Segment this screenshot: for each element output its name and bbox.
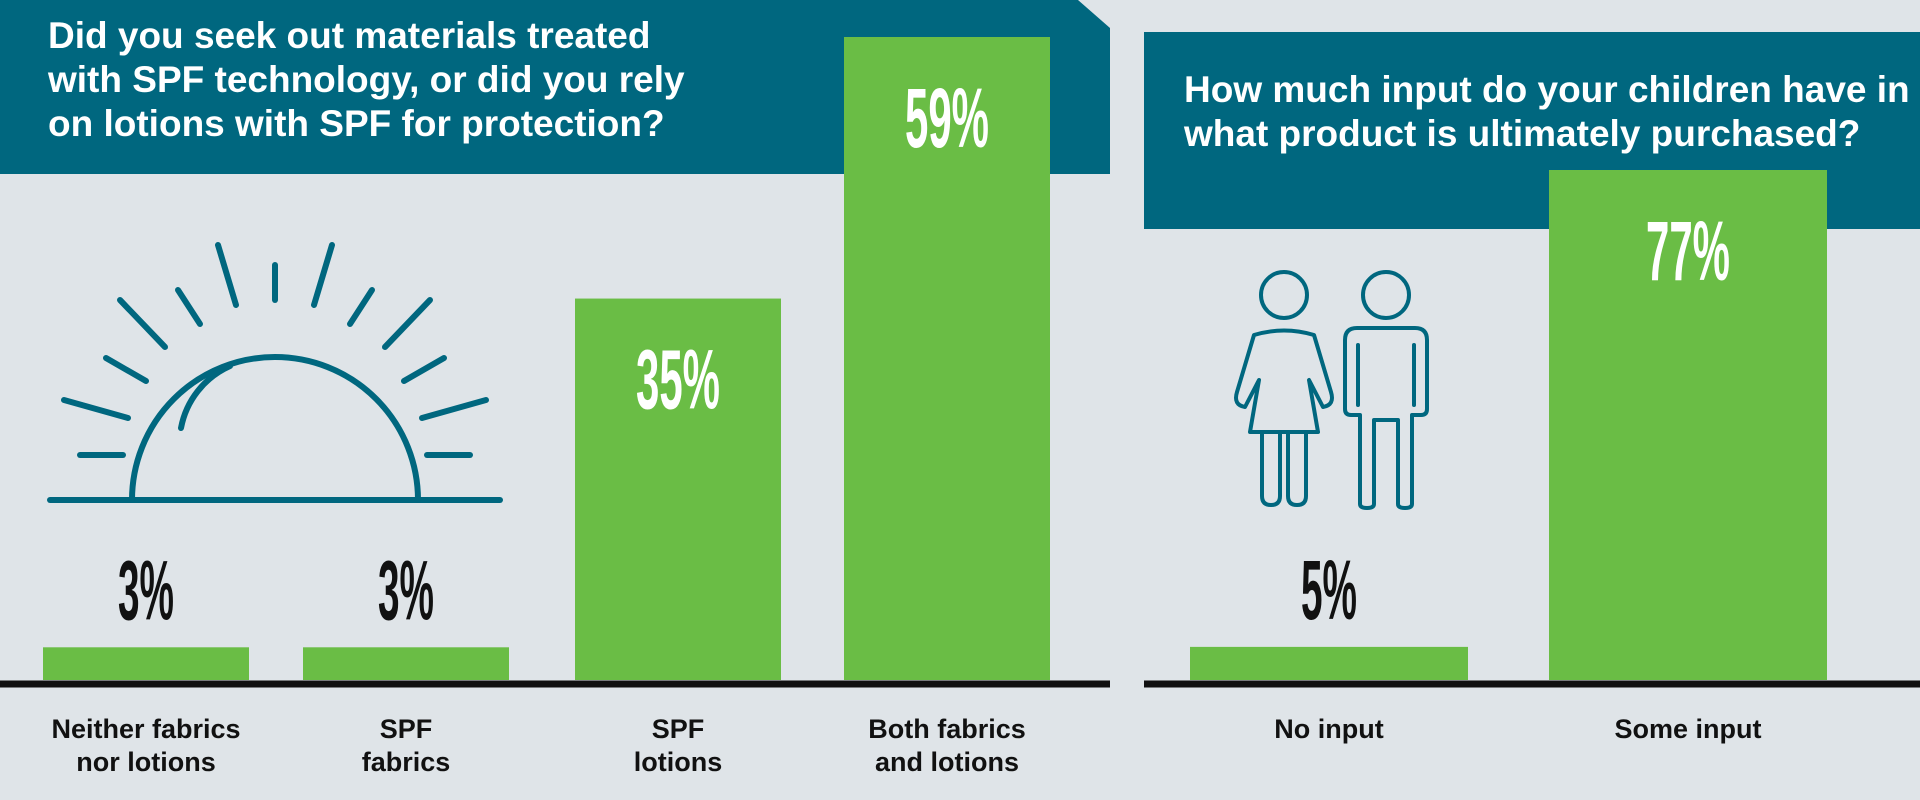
title-line: with SPF technology, or did you rely (47, 59, 685, 100)
value-label: 3% (378, 543, 434, 637)
title-line: on lotions with SPF for protection? (48, 103, 665, 144)
value-label: 3% (118, 543, 174, 637)
category-label: SPF (652, 714, 705, 744)
chart-children-input: How much input do your children have inw… (1144, 32, 1920, 744)
sun-icon (47, 242, 503, 503)
category-label: nor lotions (76, 747, 215, 777)
value-label: 59% (905, 71, 989, 165)
chart-title-children: How much input do your children have inw… (1183, 69, 1910, 154)
bar (303, 647, 509, 680)
category-label: Neither fabrics (51, 714, 240, 744)
value-label: 35% (636, 333, 720, 427)
category-label: lotions (634, 747, 723, 777)
category-label: Some input (1615, 714, 1762, 744)
bar (575, 298, 781, 680)
title-line: How much input do your children have in (1184, 69, 1910, 110)
bar (844, 37, 1050, 680)
bars-spf: 3% 3% 35% 59% (43, 37, 1050, 680)
bar (1190, 646, 1468, 680)
category-label: fabrics (362, 747, 451, 777)
title-line: what product is ultimately purchased? (1183, 113, 1860, 154)
value-label: 77% (1646, 204, 1730, 298)
title-line: Did you seek out materials treated (48, 15, 650, 56)
category-label: SPF (380, 714, 433, 744)
children-icon (1234, 270, 1429, 510)
title-banner-left (0, 0, 1110, 174)
category-labels-children: No input Some input (1274, 714, 1761, 744)
bar (1549, 170, 1827, 680)
bar (43, 647, 249, 680)
category-label: and lotions (875, 747, 1019, 777)
category-label: No input (1274, 714, 1383, 744)
bars-children: 5% 77% (1190, 170, 1827, 680)
category-label: Both fabrics (868, 714, 1026, 744)
value-label: 5% (1301, 543, 1357, 637)
